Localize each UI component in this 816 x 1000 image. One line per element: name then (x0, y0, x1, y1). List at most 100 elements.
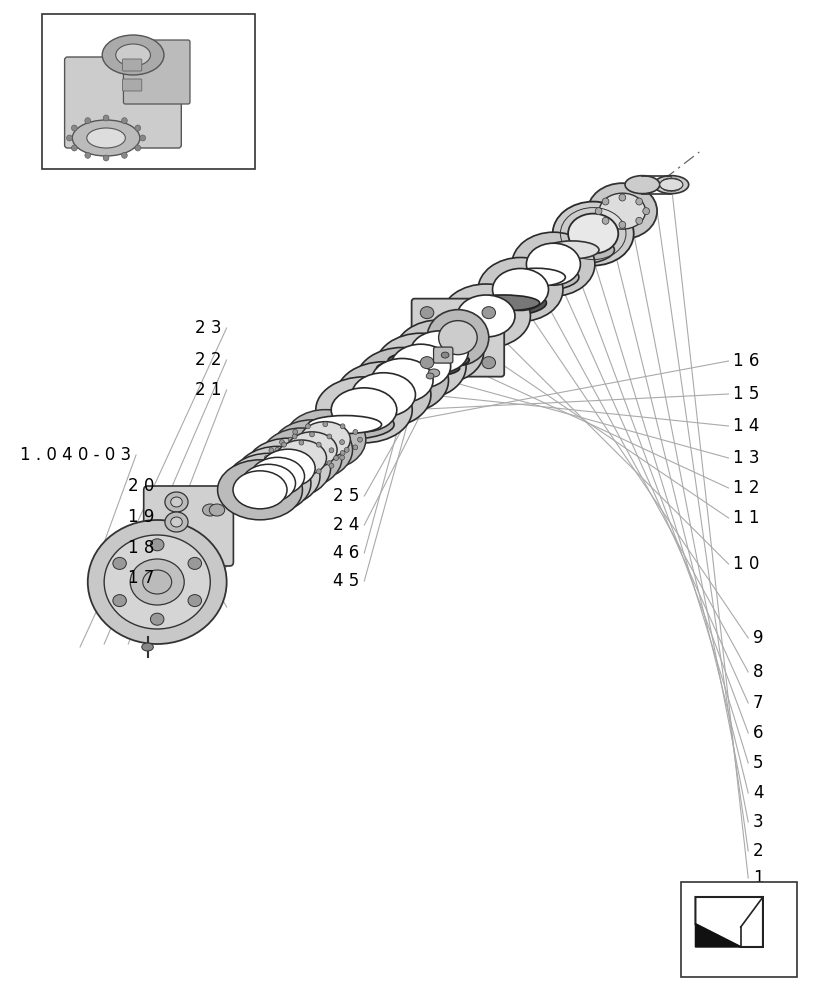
Circle shape (329, 448, 334, 453)
Circle shape (327, 461, 332, 466)
Circle shape (85, 152, 91, 158)
Ellipse shape (482, 357, 495, 369)
Polygon shape (695, 924, 741, 947)
Circle shape (636, 198, 642, 205)
Text: 2: 2 (753, 842, 764, 860)
Text: 2 4: 2 4 (333, 516, 360, 534)
Text: 1 2: 1 2 (734, 479, 760, 497)
Text: 1: 1 (753, 869, 764, 887)
FancyBboxPatch shape (64, 57, 181, 148)
Circle shape (602, 198, 609, 205)
Circle shape (636, 217, 642, 224)
Circle shape (269, 448, 273, 453)
Text: 5: 5 (753, 754, 764, 772)
Ellipse shape (428, 369, 440, 377)
Circle shape (619, 221, 626, 228)
Circle shape (666, 178, 671, 183)
Ellipse shape (482, 307, 495, 319)
Text: 2 3: 2 3 (195, 319, 222, 337)
Ellipse shape (545, 241, 599, 259)
Circle shape (666, 186, 671, 191)
Ellipse shape (352, 373, 415, 417)
Ellipse shape (251, 457, 304, 495)
Ellipse shape (552, 202, 634, 266)
FancyBboxPatch shape (122, 59, 142, 71)
FancyBboxPatch shape (122, 79, 142, 91)
Circle shape (269, 463, 273, 468)
Ellipse shape (104, 535, 211, 629)
Circle shape (317, 469, 322, 474)
Ellipse shape (375, 333, 466, 399)
Circle shape (292, 434, 297, 439)
Text: 1 4: 1 4 (734, 417, 760, 435)
Circle shape (299, 471, 304, 476)
Circle shape (660, 182, 665, 187)
Circle shape (135, 125, 140, 131)
Ellipse shape (459, 290, 547, 316)
Circle shape (140, 135, 145, 141)
Circle shape (672, 186, 677, 191)
Ellipse shape (233, 471, 287, 509)
Ellipse shape (478, 257, 563, 321)
Circle shape (72, 145, 78, 151)
Ellipse shape (277, 440, 326, 476)
Ellipse shape (226, 453, 311, 513)
Circle shape (677, 184, 681, 189)
Circle shape (339, 455, 344, 460)
Ellipse shape (102, 35, 164, 75)
Circle shape (122, 118, 127, 124)
Ellipse shape (308, 416, 382, 434)
Circle shape (661, 184, 666, 189)
Ellipse shape (171, 517, 182, 527)
Circle shape (293, 429, 298, 434)
Circle shape (293, 445, 298, 450)
Ellipse shape (116, 44, 150, 66)
Ellipse shape (588, 183, 657, 239)
Ellipse shape (246, 438, 330, 498)
Text: 1 3: 1 3 (734, 449, 760, 467)
Circle shape (663, 185, 667, 190)
Circle shape (329, 463, 334, 468)
Circle shape (292, 461, 297, 466)
Circle shape (305, 424, 310, 429)
Ellipse shape (165, 492, 188, 512)
Text: 8: 8 (753, 663, 764, 681)
FancyBboxPatch shape (681, 882, 796, 977)
FancyBboxPatch shape (433, 347, 453, 363)
Circle shape (677, 182, 682, 187)
Text: 2 5: 2 5 (333, 487, 360, 505)
FancyBboxPatch shape (144, 486, 233, 566)
Circle shape (282, 469, 286, 474)
Ellipse shape (371, 358, 433, 402)
Circle shape (353, 445, 357, 450)
Ellipse shape (336, 362, 431, 428)
Ellipse shape (113, 595, 126, 607)
Ellipse shape (131, 559, 184, 605)
Circle shape (323, 453, 328, 458)
Ellipse shape (427, 310, 489, 366)
Text: 1 5: 1 5 (734, 385, 760, 403)
Circle shape (340, 450, 345, 455)
Circle shape (67, 135, 73, 141)
Circle shape (305, 450, 310, 455)
Ellipse shape (235, 446, 320, 506)
Circle shape (339, 440, 344, 445)
Circle shape (135, 145, 140, 151)
Ellipse shape (494, 263, 579, 291)
Ellipse shape (599, 193, 645, 229)
Ellipse shape (388, 351, 469, 369)
Text: 4: 4 (753, 784, 764, 802)
Circle shape (353, 429, 357, 434)
Ellipse shape (86, 128, 126, 148)
Ellipse shape (188, 595, 202, 607)
Ellipse shape (568, 214, 619, 254)
Ellipse shape (660, 179, 683, 191)
Circle shape (280, 455, 284, 460)
Text: 6: 6 (753, 724, 764, 742)
Ellipse shape (150, 613, 164, 625)
Text: 1 6: 1 6 (734, 352, 760, 370)
Ellipse shape (508, 268, 565, 286)
Ellipse shape (287, 432, 337, 468)
Ellipse shape (380, 346, 477, 374)
Ellipse shape (369, 354, 468, 382)
